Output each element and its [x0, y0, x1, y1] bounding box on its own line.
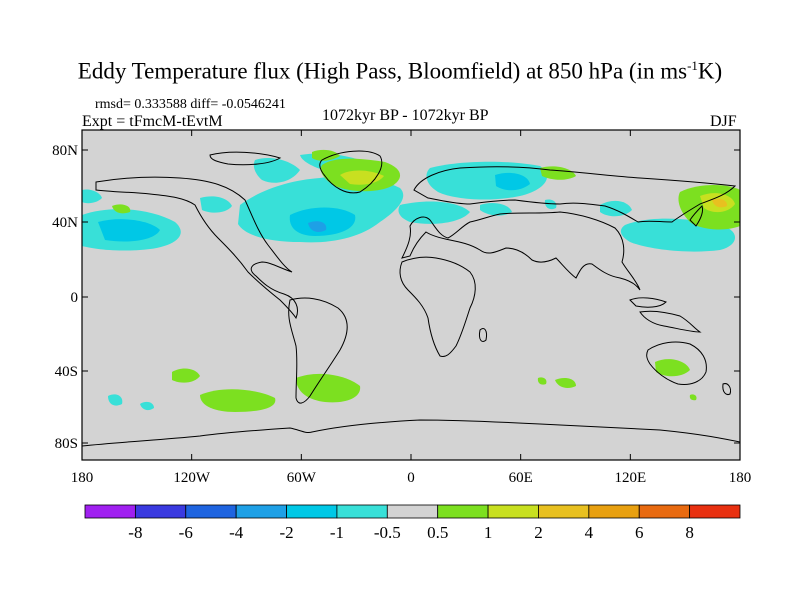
anomaly-region	[308, 221, 327, 232]
latitude-axis: 80N 40N 0 40S 80S	[52, 143, 740, 452]
colorbar-label: -2	[279, 523, 293, 542]
anomaly-region	[98, 219, 160, 242]
colorbar-swatch	[487, 504, 539, 519]
coastlines	[82, 150, 740, 447]
lon-tick-label: 120W	[173, 470, 211, 486]
colorbar-label: -4	[229, 523, 244, 542]
anomaly-region	[600, 200, 632, 217]
colorbar-swatch	[689, 504, 741, 519]
colorbar-label: -6	[179, 523, 193, 542]
lat-tick-label: 0	[71, 290, 79, 306]
anomaly-region	[200, 196, 232, 213]
lon-tick-label: 60E	[509, 470, 533, 486]
anomaly-region	[112, 204, 131, 214]
title-tail: K)	[697, 58, 723, 84]
anomaly-region	[289, 207, 356, 236]
anomaly-region	[108, 394, 123, 406]
anomaly-region	[296, 373, 361, 403]
title-superscript: -1	[687, 58, 698, 73]
colorbar-swatch	[386, 504, 439, 519]
anomaly-region	[200, 389, 276, 412]
colorbar-swatch	[84, 504, 136, 519]
lon-tick-label: 120E	[614, 470, 646, 486]
colorbar-swatch	[538, 504, 590, 519]
longitude-axis: 180 120W 60W 0 60E 120E 180	[71, 130, 752, 486]
anomaly-region	[655, 359, 690, 377]
colorbar-swatch	[134, 504, 187, 519]
colorbar: -8 -6 -4 -2 -1 -0.5 0.5 1 2 4 6 8	[84, 504, 741, 542]
figure-title: Eddy Temperature flux (High Pass, Bloomf…	[0, 58, 800, 85]
season-label: DJF	[710, 113, 737, 130]
colorbar-label: 2	[534, 523, 543, 542]
anomaly-region	[398, 201, 470, 224]
colorbar-swatch	[286, 504, 338, 519]
stats-text: rmsd= 0.333588 diff= -0.0546241	[95, 97, 286, 112]
anomaly-region	[544, 199, 557, 210]
colorbar-label: 4	[585, 523, 594, 542]
lon-tick-label: 180	[71, 470, 94, 486]
anomaly-region	[537, 377, 547, 385]
colorbar-swatch	[437, 504, 489, 519]
lon-tick-label: 0	[407, 470, 415, 486]
period-label: 1072kyr BP - 1072kyr BP	[322, 107, 489, 124]
anomaly-region	[495, 172, 530, 191]
colorbar-label: -1	[330, 523, 344, 542]
anomaly-region	[480, 202, 512, 216]
lon-tick-label: 180	[729, 470, 752, 486]
colorbar-swatch	[235, 504, 287, 519]
colorbar-label: 1	[484, 523, 493, 542]
colorbar-swatch	[588, 504, 640, 519]
colorbar-swatch	[638, 504, 691, 519]
anomaly-field	[82, 149, 740, 447]
lat-tick-label: 40S	[55, 364, 78, 380]
anomaly-region	[253, 158, 300, 183]
anomaly-region	[689, 394, 697, 401]
anomaly-region	[140, 401, 154, 411]
title-main: Eddy Temperature flux (High Pass, Bloomf…	[77, 58, 688, 84]
anomaly-region	[312, 149, 340, 161]
anomaly-region	[712, 198, 728, 208]
map-background	[82, 130, 740, 460]
lat-tick-label: 80S	[55, 436, 78, 452]
lat-tick-label: 80N	[52, 143, 78, 159]
colorbar-label: 6	[635, 523, 644, 542]
anomaly-region	[426, 161, 548, 200]
colorbar-label: 0.5	[427, 523, 448, 542]
anomaly-region	[172, 368, 200, 383]
colorbar-label: -8	[128, 523, 142, 542]
colorbar-label: -0.5	[374, 523, 401, 542]
lat-tick-label: 40N	[52, 215, 78, 231]
colorbar-swatch	[336, 504, 388, 519]
colorbar-label: 8	[685, 523, 694, 542]
experiment-label: Expt = tFmcM-tEvtM	[82, 113, 223, 130]
anomaly-region	[555, 378, 576, 388]
anomaly-region	[82, 189, 102, 204]
colorbar-swatch	[185, 504, 237, 519]
lon-tick-label: 60W	[287, 470, 317, 486]
